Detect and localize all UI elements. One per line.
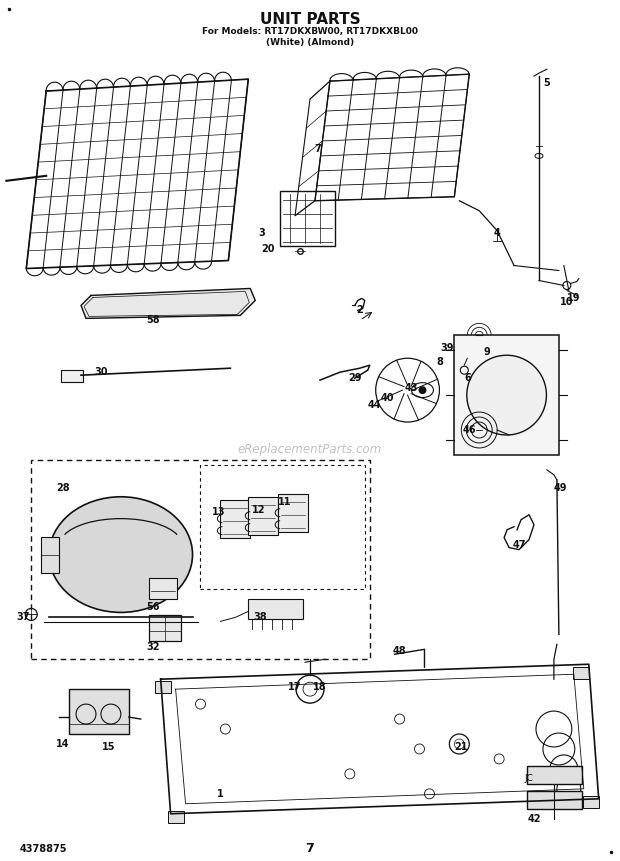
Bar: [248, 497, 278, 535]
Text: JC: JC: [525, 774, 533, 784]
Text: 9: 9: [484, 347, 490, 357]
Text: 4378875: 4378875: [19, 844, 67, 853]
Text: For Models: RT17DKXBW00, RT17DKXBL00: For Models: RT17DKXBW00, RT17DKXBL00: [202, 27, 418, 36]
Bar: [248, 599, 303, 619]
Text: 5: 5: [544, 78, 551, 88]
Text: 37: 37: [17, 612, 30, 623]
Text: 44: 44: [368, 400, 381, 410]
Text: 40: 40: [381, 393, 394, 403]
Text: eReplacementParts.com: eReplacementParts.com: [238, 443, 382, 456]
Text: 39: 39: [441, 344, 454, 353]
Polygon shape: [81, 288, 255, 319]
Bar: [200, 465, 365, 590]
Text: 48: 48: [393, 647, 406, 656]
Bar: [149, 616, 180, 641]
Ellipse shape: [49, 497, 193, 612]
Bar: [149, 578, 177, 599]
Text: (White) (Almond): (White) (Almond): [266, 38, 354, 46]
Bar: [573, 667, 589, 679]
Text: 10: 10: [560, 297, 574, 307]
Bar: [220, 499, 250, 537]
Text: 46: 46: [463, 425, 476, 435]
Text: 2: 2: [356, 306, 363, 315]
Bar: [167, 811, 184, 823]
Text: 30: 30: [94, 367, 108, 377]
Text: 7: 7: [306, 842, 314, 855]
Text: 14: 14: [56, 739, 70, 749]
Bar: [278, 494, 308, 532]
Text: 58: 58: [146, 315, 159, 325]
Text: 1: 1: [217, 789, 224, 799]
Text: 17: 17: [288, 682, 302, 692]
Circle shape: [467, 356, 546, 435]
Text: 12: 12: [252, 505, 265, 515]
Text: 4: 4: [494, 227, 500, 238]
Bar: [61, 370, 83, 382]
Bar: [155, 681, 170, 693]
Bar: [583, 796, 599, 808]
Text: 7: 7: [314, 144, 321, 154]
Text: 19: 19: [567, 294, 580, 303]
Text: 49: 49: [554, 483, 568, 492]
Text: 3: 3: [259, 227, 265, 238]
Bar: [280, 191, 335, 245]
Text: 43: 43: [405, 383, 418, 393]
Text: 18: 18: [313, 682, 327, 692]
Text: 29: 29: [348, 373, 361, 383]
Text: 28: 28: [56, 483, 70, 492]
Text: 11: 11: [278, 497, 292, 507]
Circle shape: [418, 386, 427, 394]
Text: 47: 47: [512, 540, 526, 549]
Bar: [31, 460, 370, 660]
Text: 21: 21: [454, 742, 468, 752]
Text: 32: 32: [146, 642, 159, 653]
Text: 15: 15: [102, 742, 116, 752]
Text: 56: 56: [146, 603, 159, 612]
Text: 38: 38: [254, 612, 267, 623]
Text: 8: 8: [436, 357, 443, 368]
Bar: [454, 335, 559, 455]
Bar: [527, 791, 582, 808]
Text: 42: 42: [527, 814, 541, 824]
Text: UNIT PARTS: UNIT PARTS: [260, 12, 360, 27]
Text: 13: 13: [211, 507, 225, 517]
Text: 6: 6: [464, 373, 471, 383]
Bar: [69, 689, 129, 734]
Text: 20: 20: [262, 244, 275, 254]
Bar: [527, 766, 582, 784]
Bar: [41, 536, 59, 573]
